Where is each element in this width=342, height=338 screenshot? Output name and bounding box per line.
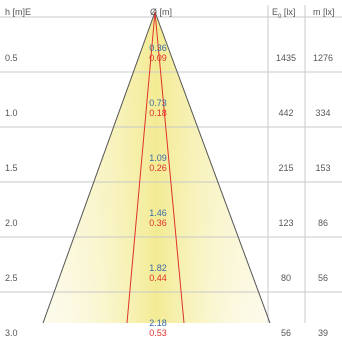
outer-diameter-value: 0.36 (149, 43, 167, 53)
e0-column-header: E0 [lx] (272, 7, 296, 20)
inner-diameter-value: 0.53 (149, 328, 167, 338)
outer-diameter-value: 2.18 (149, 318, 167, 328)
diameter-values: 0.73 0.18 (138, 98, 178, 118)
e0-value: 1435 (275, 53, 297, 63)
diameter-values: 2.18 0.53 (138, 318, 178, 338)
height-value: 2.5 (5, 273, 18, 283)
diameter-column-header: Ø [m] (150, 7, 172, 17)
row-dividers (0, 16, 342, 293)
inner-diameter-value: 0.09 (149, 53, 167, 63)
outer-diameter-value: 1.09 (149, 153, 167, 163)
inner-beam-line-left (126, 11, 156, 323)
inner-diameter-value: 0.44 (149, 273, 167, 283)
outer-diameter-value: 1.46 (149, 208, 167, 218)
em-value: 39 (317, 328, 328, 338)
beam-cone-shading (43, 12, 270, 323)
diameter-values: 0.36 0.09 (138, 43, 178, 63)
e0-value: 442 (278, 108, 294, 118)
height-value: 1.5 (5, 163, 18, 173)
height-value: 0.5 (5, 53, 18, 63)
em-value: 153 (315, 163, 331, 173)
diameter-values: 1.46 0.36 (138, 208, 178, 228)
em-value: 86 (317, 218, 328, 228)
outer-beam-line-right (154, 11, 271, 323)
em-value: 1276 (312, 53, 334, 63)
outer-diameter-value: 0.73 (149, 98, 167, 108)
height-column-header: h [m]E (5, 7, 32, 17)
em-value: 334 (315, 108, 331, 118)
em-column-header: m [lx] (313, 7, 335, 17)
height-value: 2.0 (5, 218, 18, 228)
height-value: 1.0 (5, 108, 18, 118)
diameter-values: 1.09 0.26 (138, 153, 178, 173)
inner-diameter-value: 0.26 (149, 163, 167, 173)
outer-beam-line-left (42, 11, 156, 323)
e0-value: 123 (278, 218, 294, 228)
inner-diameter-value: 0.36 (149, 218, 167, 228)
diameter-values: 1.82 0.44 (138, 263, 178, 283)
beam-diagram (0, 5, 342, 323)
outer-diameter-value: 1.82 (149, 263, 167, 273)
em-value: 56 (317, 273, 328, 283)
e0-value: 80 (280, 273, 291, 283)
inner-diameter-value: 0.18 (149, 108, 167, 118)
e0-value: 215 (278, 163, 294, 173)
e0-value: 56 (280, 328, 291, 338)
height-value: 3.0 (5, 328, 18, 338)
inner-beam-line-right (154, 11, 185, 323)
